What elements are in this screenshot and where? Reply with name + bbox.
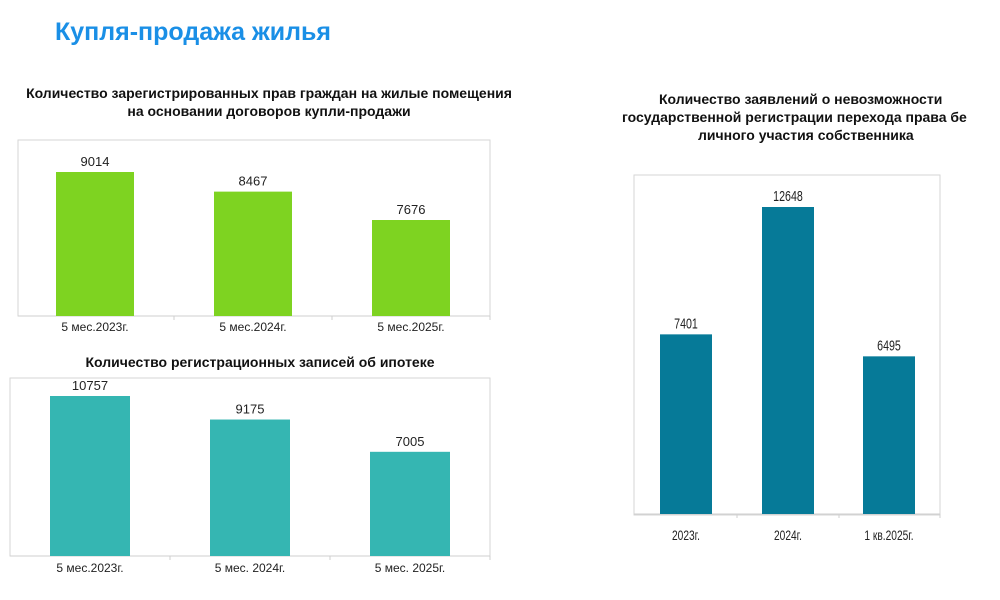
chart-1-data-label-1: 9014 (81, 154, 110, 169)
chart-3-tick-label-2: 2024г. (774, 528, 802, 544)
chart-2-data-label-1: 10757 (72, 378, 108, 393)
chart-1-tick-label-1: 5 мес.2023г. (61, 320, 128, 334)
chart-1-title: Количество зарегистрированных прав гражд… (0, 84, 538, 120)
chart-2-bar-2 (210, 419, 290, 556)
chart-3-bar-2 (762, 207, 814, 514)
chart-3-data-label-2: 12648 (773, 187, 803, 204)
chart-3-title-line-1: Количество заявлений о невозможности (659, 91, 943, 107)
chart-1-bar-3 (372, 220, 450, 316)
page-title: Купля-продажа жилья (55, 18, 331, 46)
chart-2-data-label-2: 9175 (236, 402, 265, 417)
chart-3-data-label-1: 7401 (674, 315, 698, 332)
chart-1-title-line-2: на основании договоров купли-продажи (127, 103, 411, 119)
chart-3-frame (633, 174, 941, 516)
chart-2-tick-label-3: 5 мес. 2025г. (375, 561, 446, 575)
chart-1-tick-label-2: 5 мес.2024г. (219, 320, 286, 334)
chart-2-bar-1 (50, 396, 130, 556)
chart-3-title-line-2: государственной регистрации перехода пра… (622, 109, 967, 125)
chart-1-bar-2 (214, 191, 292, 316)
chart-1-tick-label-3: 5 мес.2025г. (377, 320, 444, 334)
chart-2-data-label-3: 7005 (396, 434, 425, 449)
chart-2-tick-label-2: 5 мес. 2024г. (215, 561, 286, 575)
chart-1-title-line-1: Количество зарегистрированных прав гражд… (26, 85, 512, 101)
chart-3-bar-3 (863, 356, 915, 514)
chart-1-bar-1 (56, 172, 134, 316)
chart-2-bar-3 (370, 451, 450, 556)
chart-3-tick-label-3: 1 кв.2025г. (864, 528, 913, 544)
chart-3-data-label-3: 6495 (877, 337, 901, 354)
chart-3-title: Количество заявлений о невозможности гос… (612, 90, 1000, 144)
chart-1-data-label-2: 8467 (239, 174, 268, 189)
chart-1-data-label-3: 7676 (397, 202, 426, 217)
chart-2-tick-label-1: 5 мес.2023г. (56, 561, 123, 575)
chart-3-title-line-3: личного участия собственника (698, 127, 914, 143)
chart-3-bar-1 (660, 334, 712, 514)
chart-2-title: Количество регистрационных записей об ип… (0, 353, 520, 371)
chart-3-tick-label-1: 2023г. (672, 528, 700, 544)
chart-2-title-line-1: Количество регистрационных записей об ип… (85, 354, 435, 370)
